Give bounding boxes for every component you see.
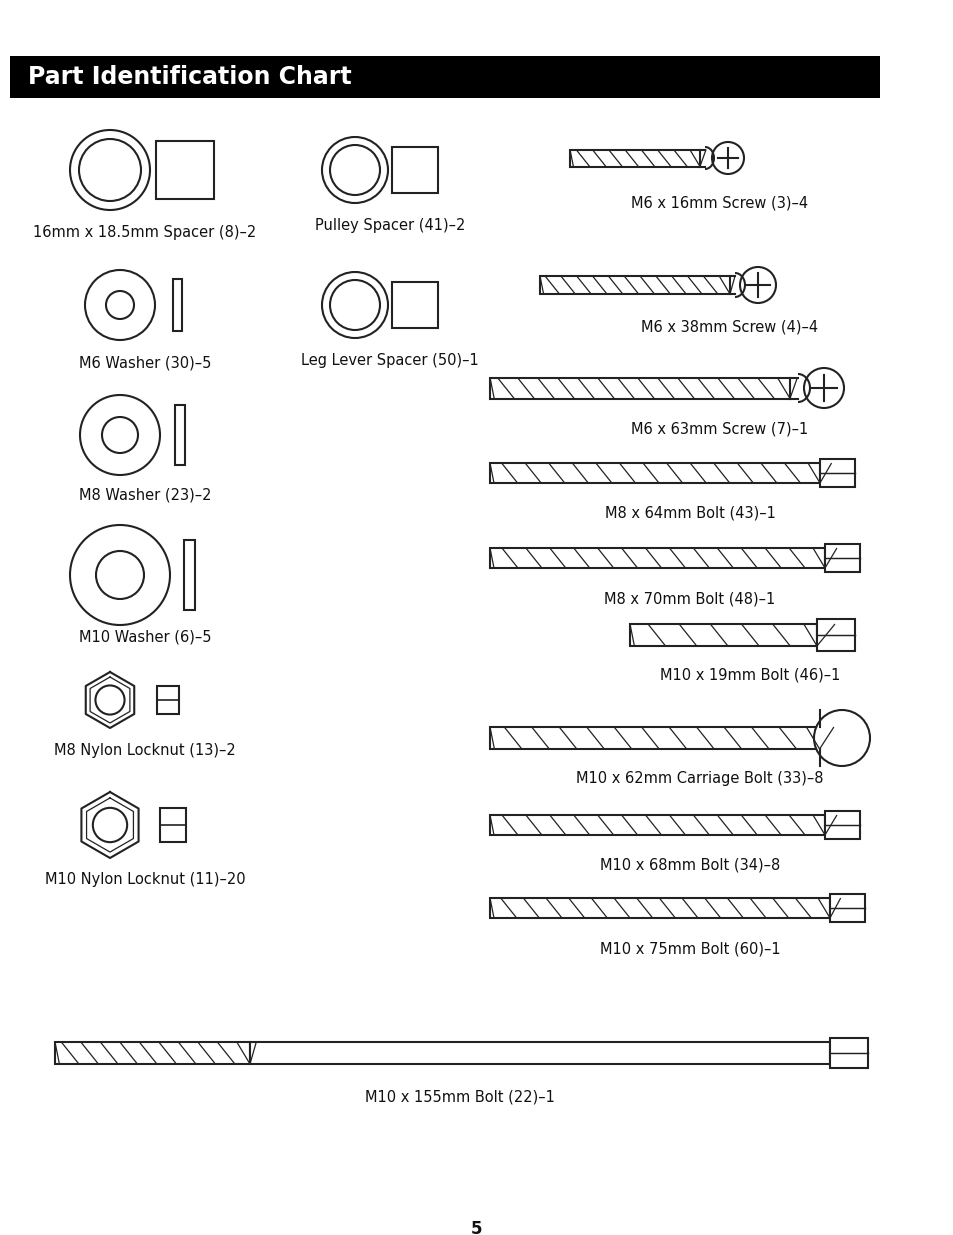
Text: M8 Washer (23)–2: M8 Washer (23)–2: [79, 487, 211, 501]
Text: Pulley Spacer (41)–2: Pulley Spacer (41)–2: [314, 219, 465, 233]
Bar: [629, 624, 816, 646]
Bar: [160, 808, 186, 842]
Bar: [173, 279, 182, 331]
Bar: [824, 543, 859, 572]
Text: Part Identification Chart: Part Identification Chart: [28, 65, 352, 89]
Bar: [829, 1037, 867, 1068]
Bar: [490, 815, 824, 835]
Text: M10 Washer (6)–5: M10 Washer (6)–5: [79, 630, 211, 645]
Bar: [10, 56, 879, 98]
Bar: [174, 405, 185, 466]
Bar: [55, 1042, 250, 1065]
Text: 16mm x 18.5mm Spacer (8)–2: 16mm x 18.5mm Spacer (8)–2: [33, 225, 256, 240]
Bar: [829, 894, 864, 923]
Text: M10 x 62mm Carriage Bolt (33)–8: M10 x 62mm Carriage Bolt (33)–8: [576, 771, 822, 785]
Bar: [490, 378, 789, 399]
Bar: [816, 619, 854, 651]
Bar: [157, 685, 179, 714]
Bar: [539, 275, 729, 294]
Text: M10 x 75mm Bolt (60)–1: M10 x 75mm Bolt (60)–1: [599, 941, 780, 956]
Bar: [156, 141, 213, 199]
Text: M6 x 38mm Screw (4)–4: M6 x 38mm Screw (4)–4: [640, 320, 818, 335]
Text: M8 x 64mm Bolt (43)–1: M8 x 64mm Bolt (43)–1: [604, 506, 775, 521]
Text: M6 x 63mm Screw (7)–1: M6 x 63mm Screw (7)–1: [631, 422, 808, 437]
Bar: [569, 149, 700, 167]
Text: M8 x 70mm Bolt (48)–1: M8 x 70mm Bolt (48)–1: [604, 592, 775, 606]
Text: M10 x 68mm Bolt (34)–8: M10 x 68mm Bolt (34)–8: [599, 857, 780, 872]
Bar: [490, 898, 829, 918]
Bar: [490, 727, 819, 748]
Bar: [184, 540, 195, 610]
Circle shape: [813, 710, 869, 766]
Bar: [824, 811, 859, 839]
Text: Leg Lever Spacer (50)–1: Leg Lever Spacer (50)–1: [301, 353, 478, 368]
Text: M8 Nylon Locknut (13)–2: M8 Nylon Locknut (13)–2: [54, 743, 235, 758]
Text: M10 x 155mm Bolt (22)–1: M10 x 155mm Bolt (22)–1: [365, 1091, 555, 1105]
Bar: [392, 282, 437, 329]
Text: M10 Nylon Locknut (11)–20: M10 Nylon Locknut (11)–20: [45, 872, 245, 887]
Bar: [392, 147, 437, 193]
Text: M6 x 16mm Screw (3)–4: M6 x 16mm Screw (3)–4: [631, 196, 808, 211]
Text: M6 Washer (30)–5: M6 Washer (30)–5: [79, 354, 211, 370]
Text: M10 x 19mm Bolt (46)–1: M10 x 19mm Bolt (46)–1: [659, 667, 840, 682]
Bar: [250, 1042, 829, 1065]
Bar: [820, 459, 854, 487]
Bar: [490, 463, 820, 483]
Text: 5: 5: [471, 1220, 482, 1235]
Bar: [490, 548, 824, 568]
